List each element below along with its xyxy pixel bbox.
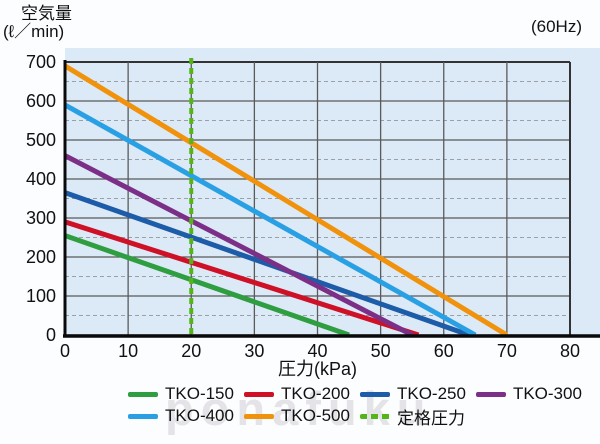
- chart-legend: TKO-150 TKO-200 TKO-250 TKO-300 TKO-400 TKO-5…: [128, 383, 592, 429]
- x-tick-label: 80: [560, 341, 580, 361]
- legend-swatch-solid: [475, 391, 506, 397]
- y-tick-label: 700: [26, 52, 56, 72]
- y-axis-title-line1: 空気量: [21, 4, 72, 23]
- legend-item: TKO-150: [128, 384, 234, 404]
- legend-label: 定格圧力: [396, 408, 465, 428]
- y-tick-label: 0: [46, 325, 56, 345]
- legend-label: TKO-400: [165, 406, 234, 425]
- y-axis-title: 空気量 (ℓ／min): [3, 5, 72, 41]
- legend-row: TKO-400 TKO-500 定格圧力: [128, 404, 592, 429]
- legend-swatch-solid: [243, 391, 274, 397]
- legend-label: TKO-500: [280, 406, 350, 425]
- legend-swatch-dashed: [359, 413, 390, 419]
- legend-swatch-solid: [128, 413, 158, 419]
- series-line-tko-300: [63, 153, 414, 338]
- x-tick-label: 60: [434, 341, 454, 361]
- legend-item: 定格圧力: [359, 404, 465, 429]
- frequency-label: (60Hz): [530, 17, 582, 36]
- x-tick-label: 10: [118, 341, 138, 361]
- legend-label: TKO-250: [396, 384, 466, 403]
- series-line-tko-250: [64, 190, 470, 338]
- y-tick-label: 200: [26, 247, 56, 267]
- legend-label: TKO-300: [512, 384, 582, 403]
- series-line-tko-150: [64, 233, 350, 338]
- legend-item: TKO-400: [128, 406, 234, 426]
- x-tick-label: 70: [497, 341, 517, 361]
- y-tick-label: 300: [26, 208, 56, 228]
- legend-swatch-solid: [243, 413, 274, 419]
- legend-item: TKO-500: [243, 406, 350, 426]
- legend-label: TKO-150: [165, 384, 234, 403]
- x-tick-label: 20: [181, 341, 201, 361]
- y-tick-label: 400: [26, 169, 56, 189]
- y-axis-title-line2: (ℓ／min): [3, 22, 65, 41]
- series-line-tko-500: [63, 63, 509, 338]
- legend-item: TKO-250: [359, 384, 466, 404]
- series-line-tko-400: [63, 102, 477, 338]
- x-tick-label: 0: [60, 341, 70, 361]
- watermark-text: ponafuku: [165, 382, 433, 435]
- legend-swatch-solid: [359, 391, 390, 397]
- x-tick-label: 40: [307, 341, 327, 361]
- legend-item: TKO-200: [243, 384, 350, 404]
- legend-row: TKO-150 TKO-200 TKO-250 TKO-300: [128, 383, 592, 405]
- legend-swatch-solid: [128, 391, 158, 397]
- x-axis-label: 圧力(kPa): [278, 359, 357, 379]
- y-tick-label: 500: [26, 130, 56, 150]
- legend-item: TKO-300: [475, 384, 582, 404]
- x-tick-label: 30: [244, 341, 264, 361]
- x-tick-label: 50: [371, 341, 391, 361]
- legend-label: TKO-200: [280, 384, 350, 403]
- series-line-tko-200: [64, 219, 420, 338]
- y-tick-label: 100: [26, 286, 56, 306]
- y-tick-label: 600: [26, 91, 56, 111]
